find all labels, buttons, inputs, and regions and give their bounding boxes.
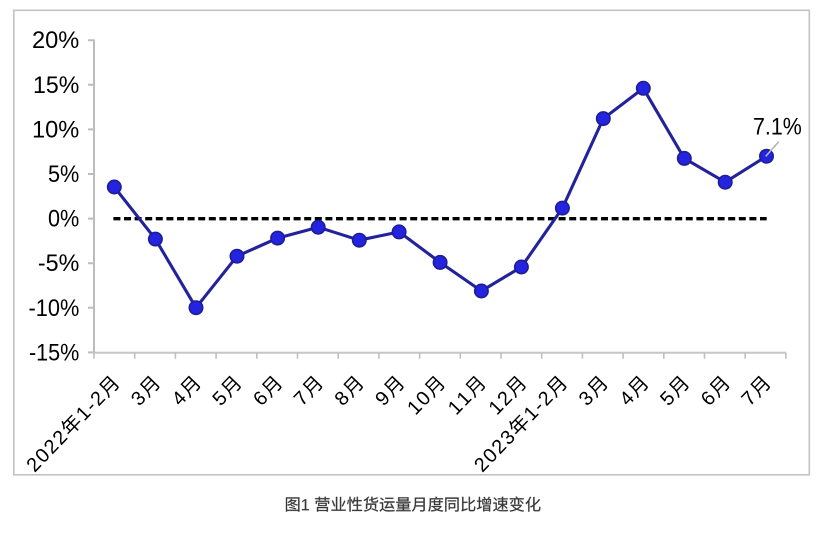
svg-text:5%: 5%	[48, 162, 79, 188]
svg-text:0%: 0%	[48, 207, 79, 233]
svg-text:15%: 15%	[33, 73, 79, 99]
svg-text:7.1%: 7.1%	[753, 113, 802, 140]
svg-text:-10%: -10%	[29, 296, 80, 322]
svg-text:20%: 20%	[32, 28, 79, 54]
svg-text:-15%: -15%	[29, 340, 79, 366]
svg-text:10%: 10%	[32, 117, 79, 143]
svg-text:-5%: -5%	[38, 251, 79, 277]
